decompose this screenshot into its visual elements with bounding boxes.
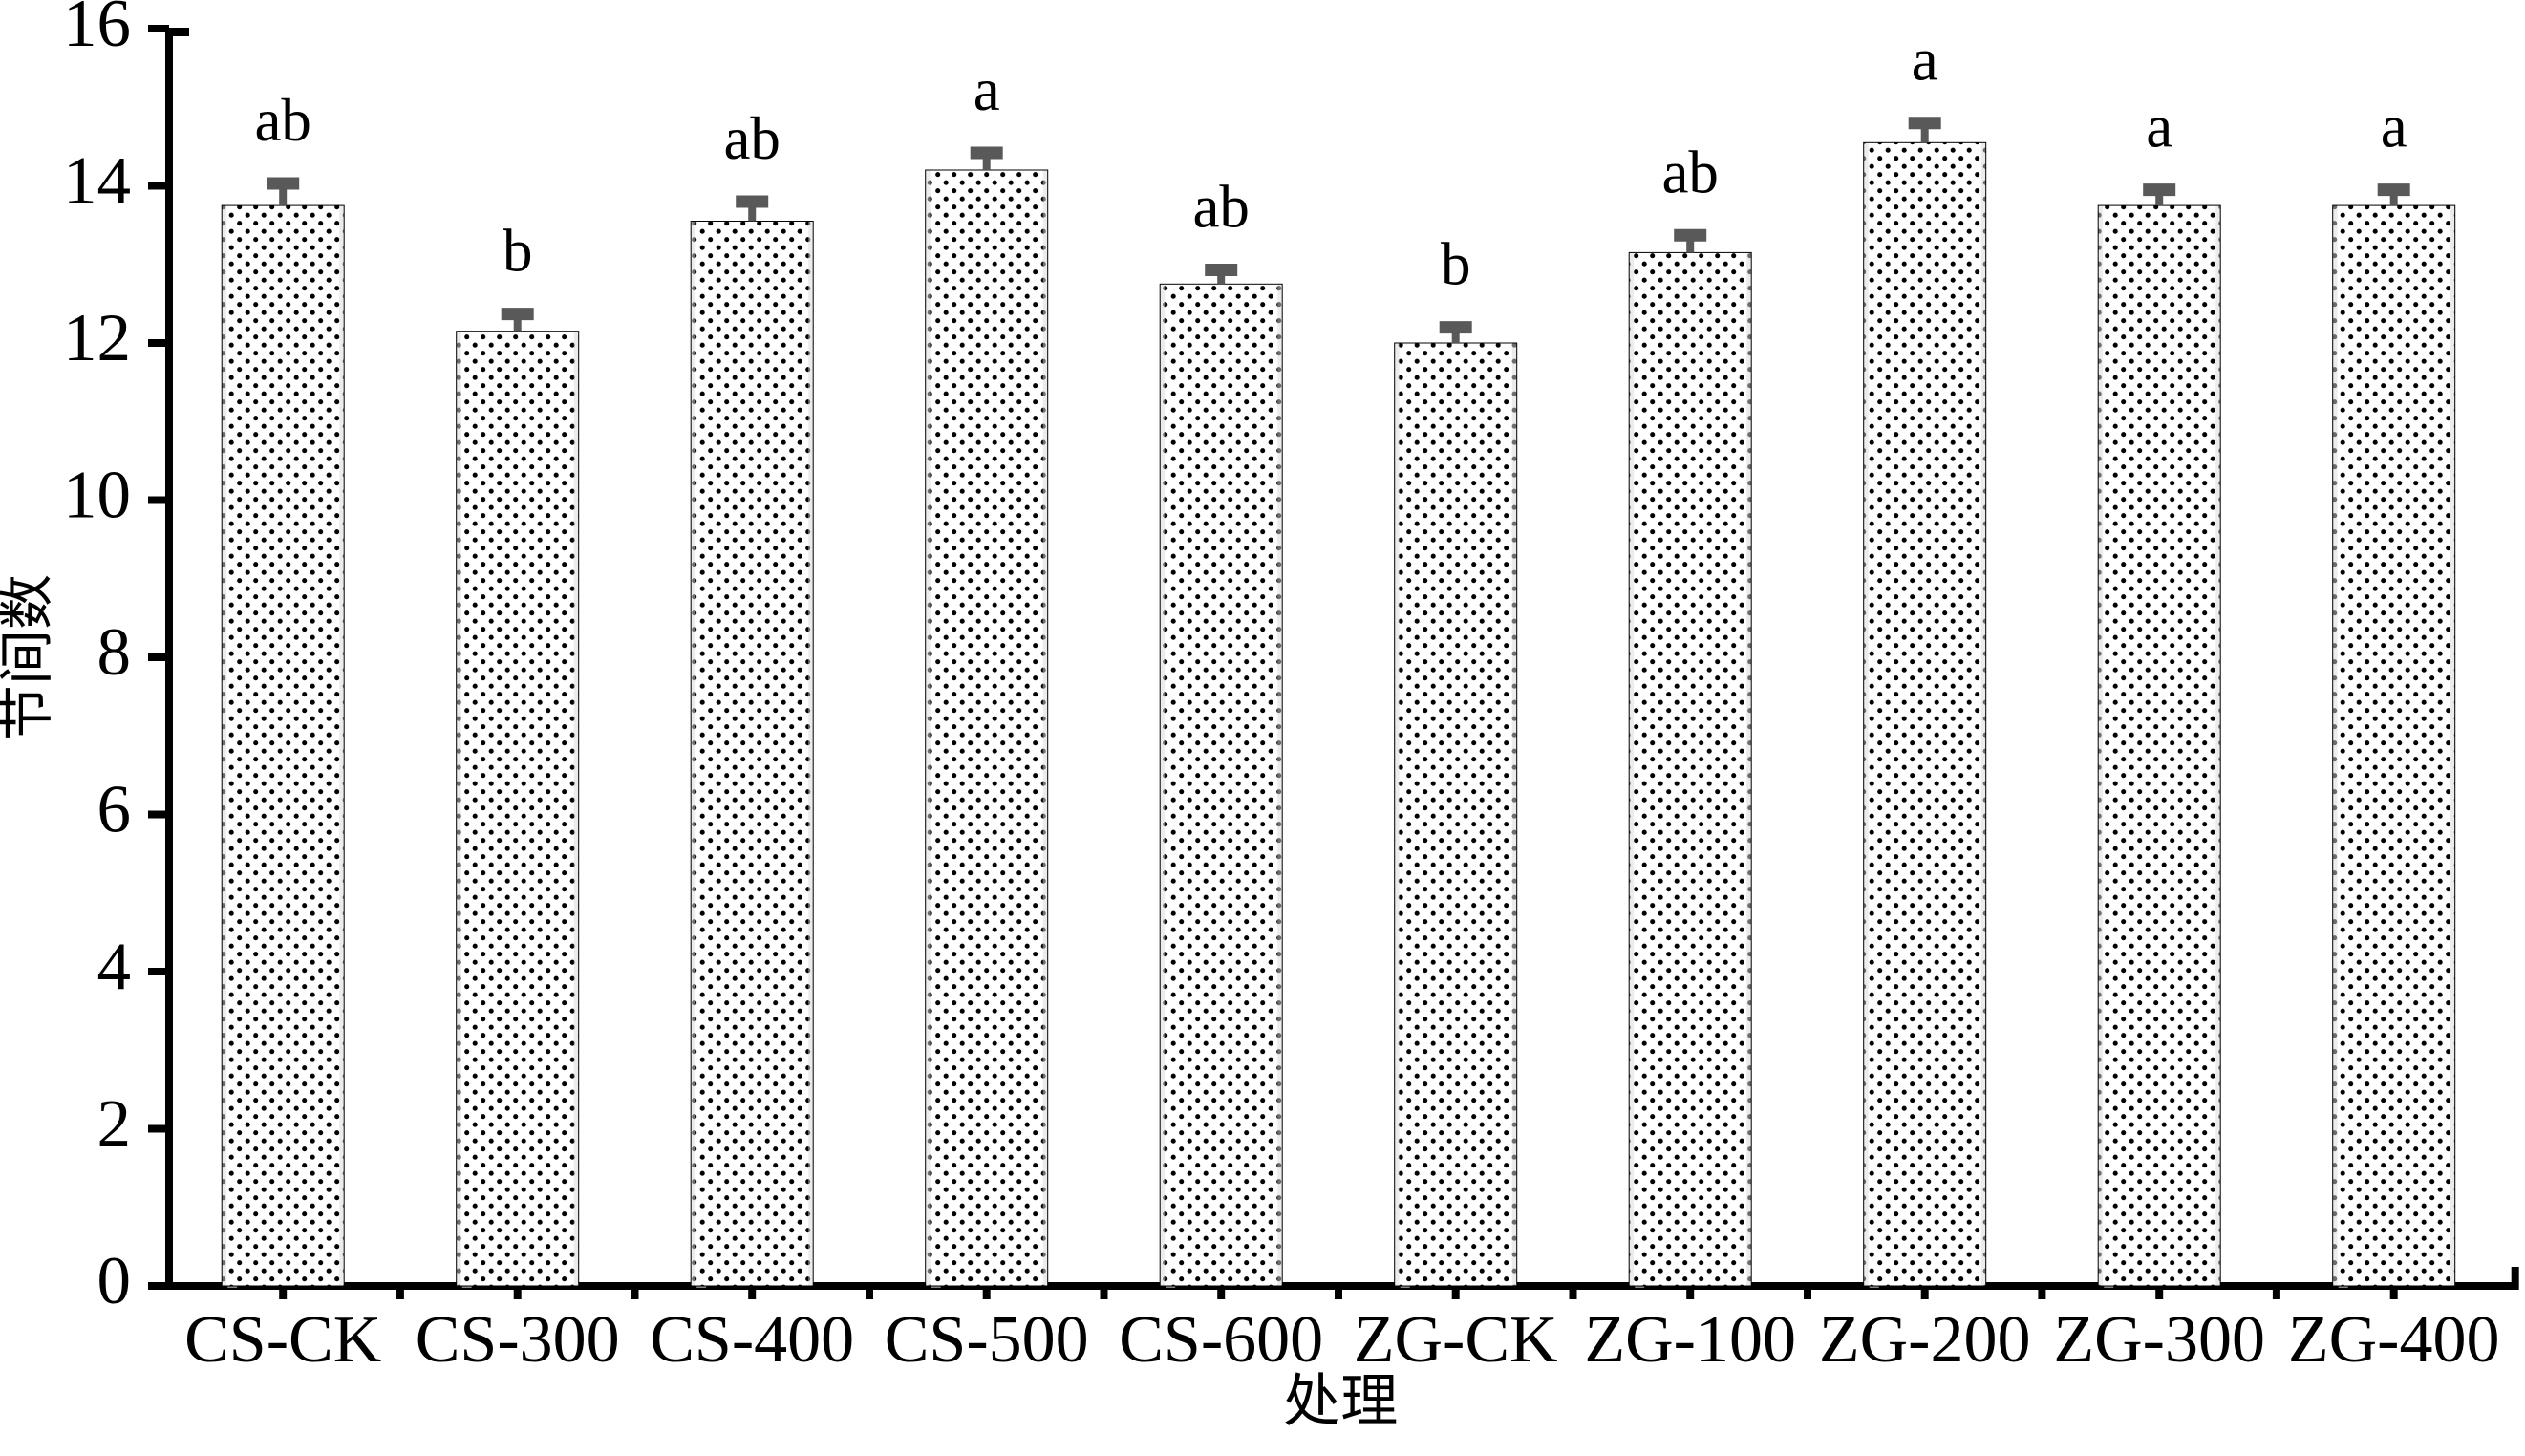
svg-text:0: 0 (97, 1244, 132, 1318)
svg-text:ZG-400: ZG-400 (2288, 1303, 2500, 1377)
svg-text:a: a (2146, 94, 2172, 161)
svg-text:CS-400: CS-400 (650, 1303, 854, 1377)
svg-text:ZG-100: ZG-100 (1584, 1303, 1796, 1377)
svg-text:b: b (503, 218, 533, 285)
svg-text:2: 2 (97, 1087, 132, 1162)
svg-text:a: a (2381, 94, 2407, 161)
svg-text:a: a (1912, 27, 1938, 94)
svg-text:CS-500: CS-500 (885, 1303, 1089, 1377)
svg-text:CS-600: CS-600 (1119, 1303, 1323, 1377)
svg-text:a: a (974, 56, 1000, 123)
svg-text:16: 16 (63, 0, 131, 61)
svg-text:ZG-CK: ZG-CK (1354, 1303, 1558, 1377)
svg-text:b: b (1441, 231, 1471, 298)
svg-text:ab: ab (254, 87, 310, 154)
svg-text:ZG-300: ZG-300 (2053, 1303, 2265, 1377)
svg-text:6: 6 (97, 773, 132, 847)
svg-text:10: 10 (63, 459, 131, 533)
svg-text:8: 8 (97, 615, 132, 690)
svg-text:ab: ab (723, 105, 780, 172)
svg-text:ab: ab (1661, 139, 1718, 205)
svg-text:ZG-200: ZG-200 (1819, 1303, 2031, 1377)
svg-text:处理: 处理 (1283, 1370, 1398, 1433)
svg-text:14: 14 (63, 144, 131, 219)
svg-text:CS-300: CS-300 (416, 1303, 620, 1377)
svg-text:CS-CK: CS-CK (184, 1303, 381, 1377)
svg-text:节间数: 节间数 (0, 574, 58, 740)
svg-text:ab: ab (1192, 174, 1249, 241)
svg-text:4: 4 (97, 930, 132, 1004)
svg-text:12: 12 (63, 301, 131, 375)
